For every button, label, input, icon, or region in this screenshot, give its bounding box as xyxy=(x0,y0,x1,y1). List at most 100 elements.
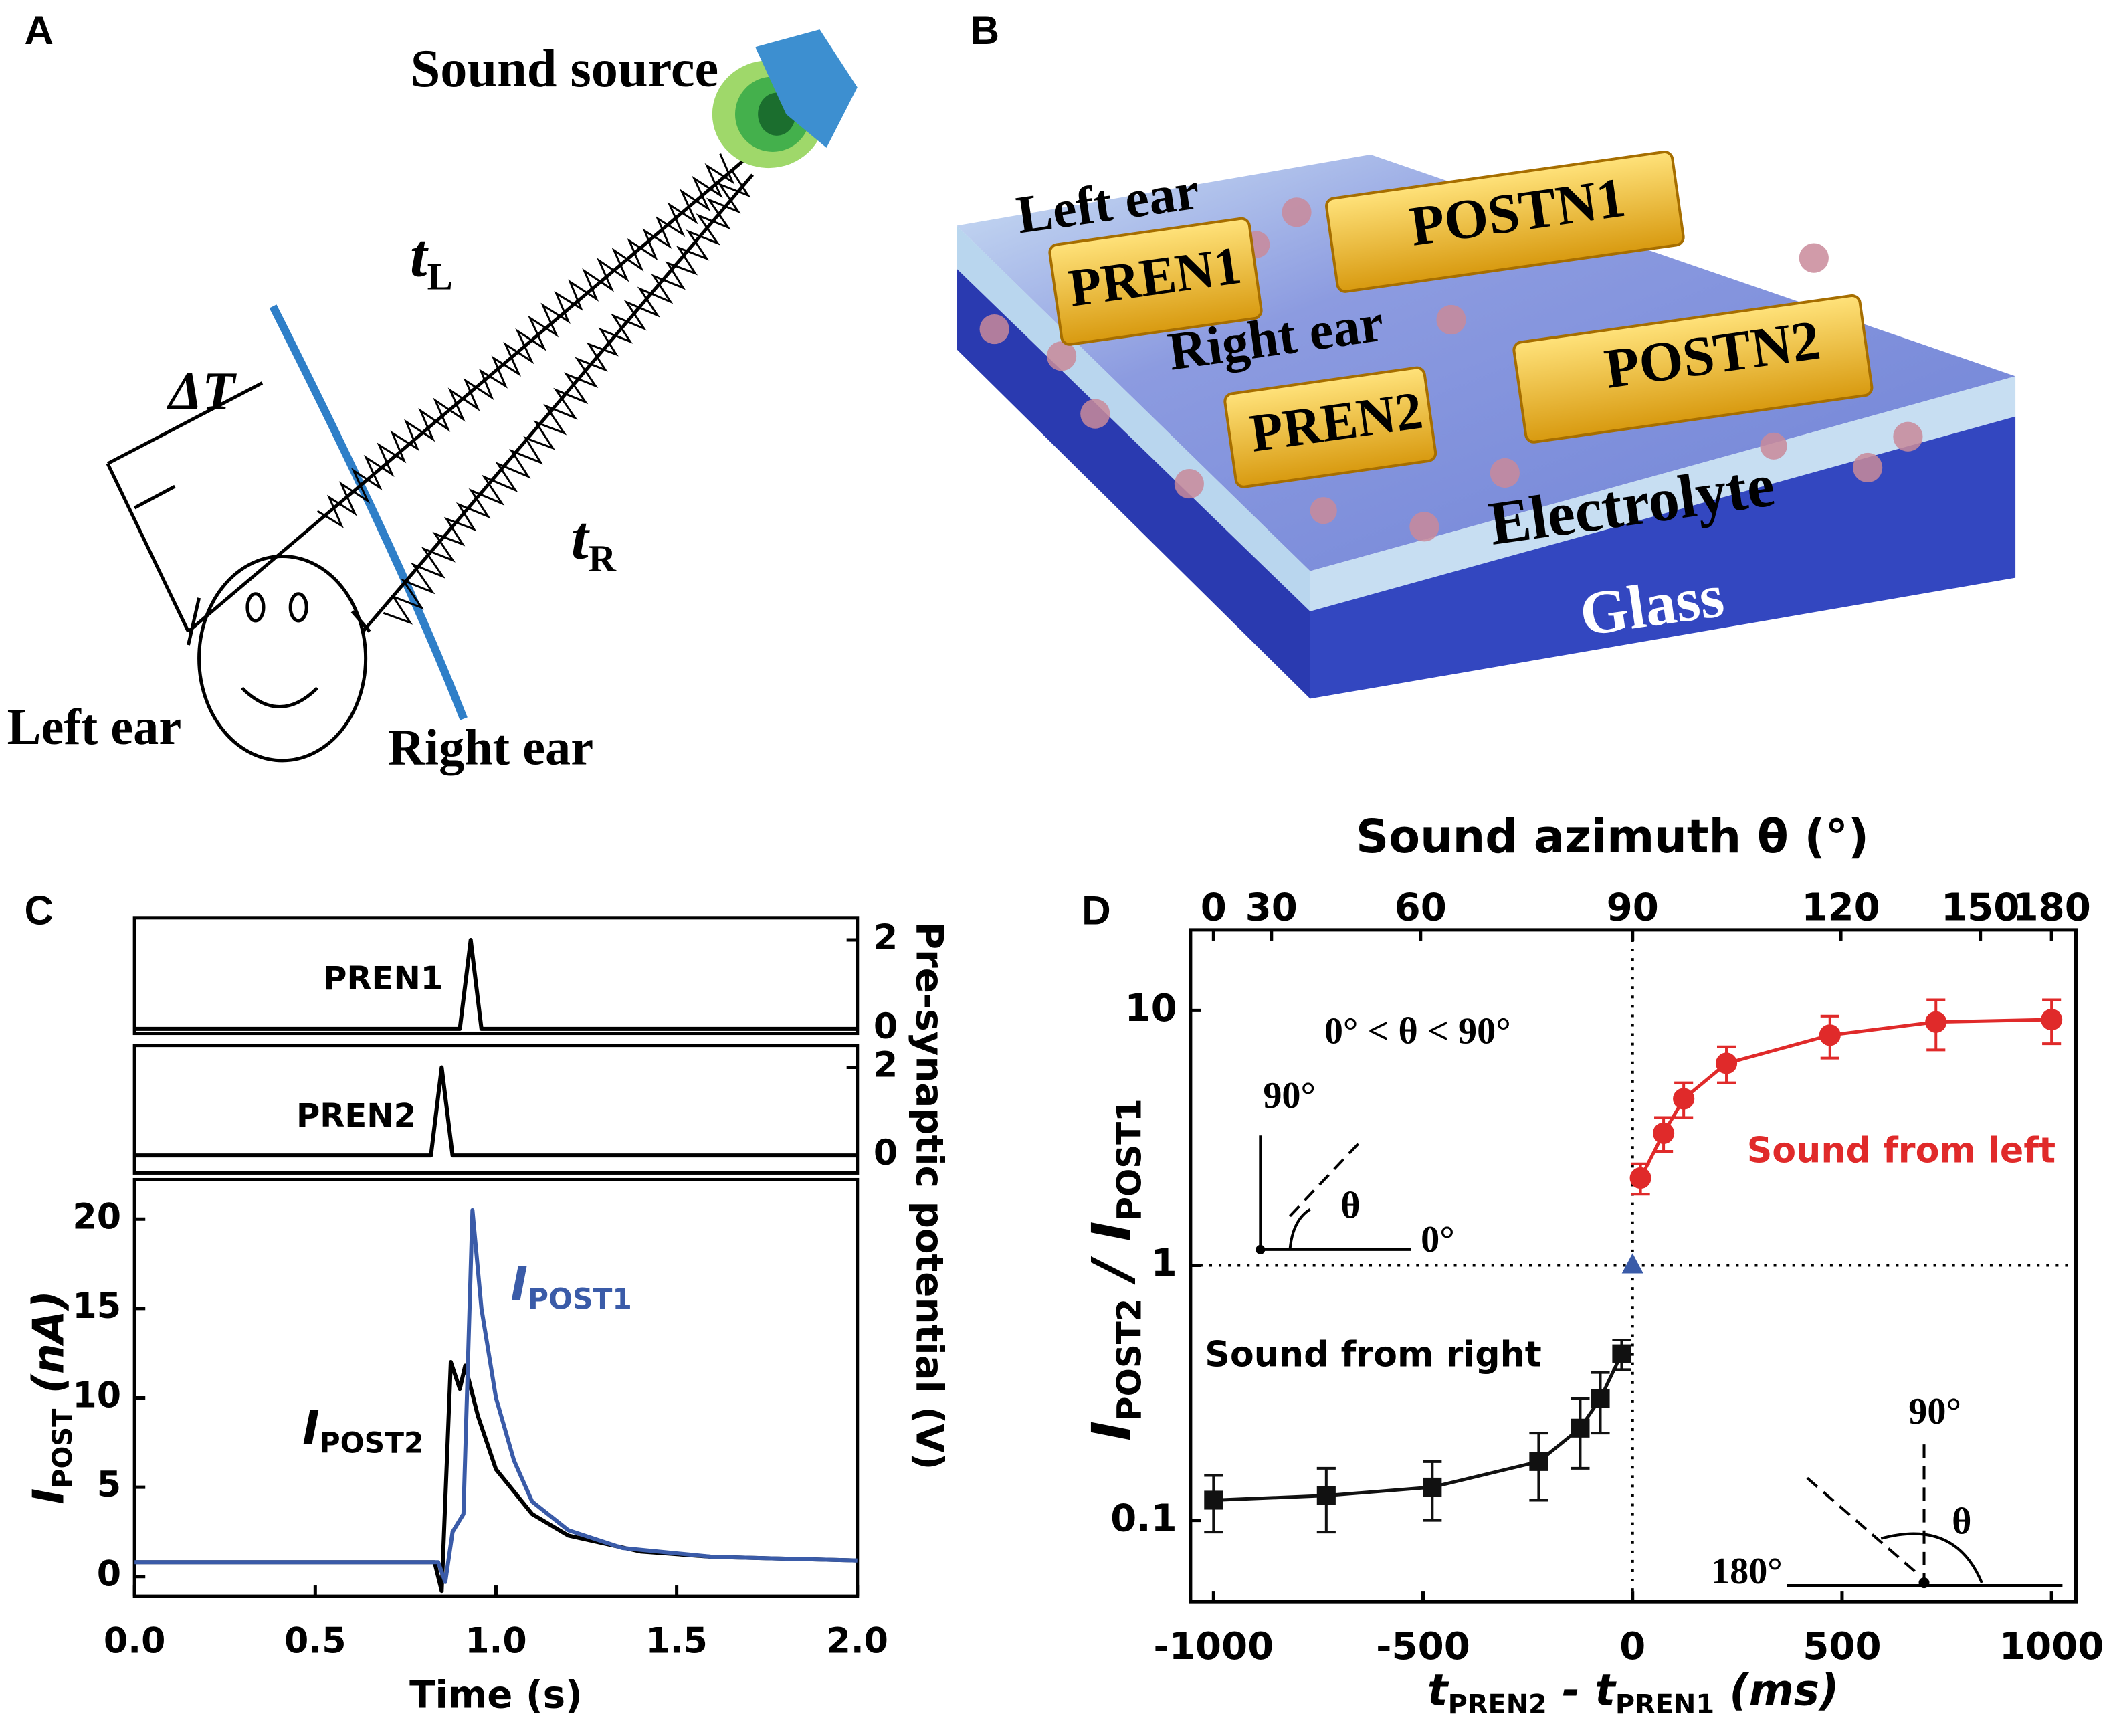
sound-wave xyxy=(316,153,735,528)
subscript: POST xyxy=(47,1409,78,1488)
series-line xyxy=(134,937,858,1031)
y-tick-label: 5 xyxy=(97,1465,121,1505)
text-segment: I xyxy=(23,1488,74,1505)
y-tick-label: 10 xyxy=(72,1375,121,1416)
text-segment: t xyxy=(410,221,429,290)
marker xyxy=(1612,1344,1631,1363)
x-axis-label: tPREN2 - tPREN1 (ms) xyxy=(1427,1665,1839,1719)
annotation: IPOST1 xyxy=(511,1258,632,1315)
text-segment: (ms) xyxy=(1714,1665,1839,1715)
marker xyxy=(2041,1009,2063,1031)
panel-label: C xyxy=(24,888,54,933)
panel-label: A xyxy=(24,7,54,53)
x-tick-label: 0.5 xyxy=(284,1621,346,1661)
sound-wave xyxy=(383,169,751,625)
annotation: 90° xyxy=(1908,1391,1961,1432)
annotation: 0° xyxy=(1421,1219,1455,1260)
x2-tick-label: 90 xyxy=(1607,886,1659,929)
subscript: POST2 xyxy=(1110,1298,1148,1421)
marker xyxy=(1316,1486,1336,1505)
y-tick-label: 0 xyxy=(874,1007,898,1047)
label: Sound source xyxy=(411,39,719,98)
annotation: θ xyxy=(1340,1185,1360,1227)
panel-label: D xyxy=(1082,888,1111,933)
annotation: 90° xyxy=(1263,1075,1316,1117)
label: tR xyxy=(571,504,617,581)
y-tick-label: 2 xyxy=(874,1046,898,1086)
y-tick-label: 0 xyxy=(97,1555,121,1595)
y-tick-label: 15 xyxy=(72,1286,121,1327)
subscript: POST1 xyxy=(1110,1098,1148,1221)
label: ΔT xyxy=(167,361,237,421)
annotation: PREN1 xyxy=(323,960,443,997)
text-segment: I xyxy=(511,1258,528,1311)
text-segment: t xyxy=(1427,1665,1449,1715)
x2-tick-label: 60 xyxy=(1395,886,1447,929)
x-tick-label: 0 xyxy=(1619,1625,1645,1668)
x-tick-label: 1000 xyxy=(1999,1625,2104,1668)
marker xyxy=(1204,1490,1223,1510)
y-tick-label: 10 xyxy=(1125,987,1177,1030)
annotation: Sound from left xyxy=(1747,1131,2055,1171)
text-segment: - t xyxy=(1547,1665,1617,1715)
subscript: PREN2 xyxy=(1448,1689,1547,1720)
x-tick-label: 2.0 xyxy=(826,1621,888,1661)
plot-frame xyxy=(132,1044,860,1175)
marker xyxy=(1715,1052,1738,1074)
text-segment: / I xyxy=(1080,1222,1142,1298)
annotation: 0° < θ < 90° xyxy=(1324,1010,1511,1052)
x2-tick-label: 0 xyxy=(1201,886,1227,929)
y-axis-label: IPOST2 / IPOST1 xyxy=(1080,1098,1148,1441)
marker xyxy=(1653,1122,1675,1144)
marker xyxy=(1529,1452,1548,1471)
label: tL xyxy=(410,221,453,298)
text-segment: (nA) xyxy=(23,1290,74,1409)
marker xyxy=(1925,1011,1947,1033)
plot-frame xyxy=(132,916,860,1036)
text-segment: t xyxy=(571,504,590,572)
annotation: 180° xyxy=(1711,1551,1783,1592)
diagram-b-art xyxy=(957,151,2016,699)
marker xyxy=(1673,1088,1695,1110)
marker xyxy=(1591,1389,1610,1408)
y-tick-label: 2 xyxy=(874,918,898,958)
text-segment: I xyxy=(1080,1421,1142,1441)
x-tick-label: 1.5 xyxy=(645,1621,708,1661)
y-tick-label: 20 xyxy=(72,1197,121,1237)
text-segment: I xyxy=(302,1402,319,1455)
x-axis-label: Time (s) xyxy=(409,1673,583,1717)
inset-art xyxy=(1256,1135,2063,1589)
y-axis-label: IPOST (nA) xyxy=(23,1290,78,1504)
label: Right ear xyxy=(388,718,593,775)
marker xyxy=(1423,1477,1442,1497)
x2-tick-label: 120 xyxy=(1801,886,1880,929)
x-tick-label: 0.0 xyxy=(104,1621,166,1661)
panel-label: B xyxy=(970,7,999,53)
annotation: Sound from right xyxy=(1205,1335,1542,1375)
marker xyxy=(1629,1167,1651,1189)
series-line xyxy=(134,1065,858,1158)
subscript: PREN1 xyxy=(1615,1689,1714,1720)
y-tick-label: 0 xyxy=(874,1133,898,1173)
x2-axis-label: Sound azimuth θ (°) xyxy=(1356,811,1869,864)
x-tick-label: -500 xyxy=(1376,1625,1470,1668)
x-tick-label: 500 xyxy=(1803,1625,1881,1668)
subscript: L xyxy=(427,256,453,298)
marker xyxy=(1571,1418,1590,1438)
annotation: IPOST2 xyxy=(302,1402,423,1459)
label: Left ear xyxy=(7,698,182,755)
subscript: R xyxy=(589,538,617,580)
series-line xyxy=(134,1208,858,1584)
marker xyxy=(1621,1253,1643,1274)
x-tick-label: 1.0 xyxy=(465,1621,527,1661)
subscript: POST1 xyxy=(528,1282,632,1315)
y-axis-label: Pre-synaptic potential (V) xyxy=(908,922,951,1470)
series-line xyxy=(1213,1353,1623,1503)
subscript: POST2 xyxy=(320,1426,424,1459)
y-tick-label: 0.1 xyxy=(1110,1497,1177,1540)
annotation: PREN2 xyxy=(296,1097,416,1135)
x2-tick-label: 180 xyxy=(2012,886,2090,929)
marker xyxy=(1819,1024,1841,1046)
diagram-a-art xyxy=(106,29,858,763)
